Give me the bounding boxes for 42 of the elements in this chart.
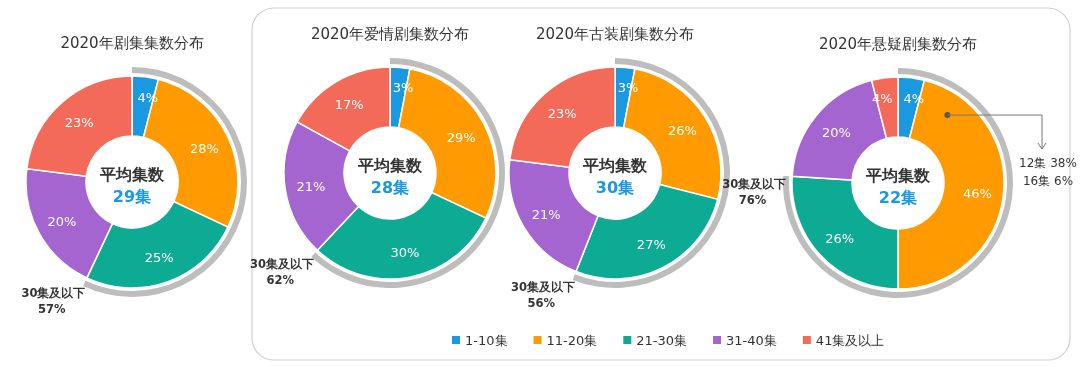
text: 76% xyxy=(738,192,767,207)
text: 22集 xyxy=(878,188,918,207)
text: 57% xyxy=(37,302,66,317)
data-label: 25% xyxy=(144,250,174,266)
data-label: 23% xyxy=(547,105,577,121)
legend-label: 1-10集 xyxy=(465,333,508,348)
text: 30集及以下 xyxy=(21,286,86,301)
data-label: 20% xyxy=(821,125,851,141)
data-label: 29% xyxy=(446,129,476,145)
text: 29集 xyxy=(112,187,152,206)
chart-title: 2020年爱情剧集数分布 xyxy=(310,25,470,43)
data-label: 28% xyxy=(189,140,219,156)
legend-label: 31-40集 xyxy=(726,333,777,348)
data-label: 17% xyxy=(334,97,364,113)
data-label: 26% xyxy=(825,230,855,246)
legend-label: 11-20集 xyxy=(546,333,598,348)
data-label: 23% xyxy=(64,114,94,130)
data-label: 30% xyxy=(390,244,420,260)
text: 12集 38% xyxy=(1019,156,1077,171)
text: 平均集数 xyxy=(357,156,423,175)
text: 30集 xyxy=(595,178,635,197)
text: 30集及以下 xyxy=(249,257,314,272)
text: 平均集数 xyxy=(99,165,165,184)
data-label: 46% xyxy=(962,186,992,202)
data-label: 21% xyxy=(531,206,561,222)
legend-label: 41集及以上 xyxy=(815,333,885,348)
data-label: 21% xyxy=(296,178,326,194)
text: 62% xyxy=(266,273,295,288)
data-label: 27% xyxy=(636,237,666,253)
text: 16集 6% xyxy=(1022,174,1074,189)
text: 56% xyxy=(527,295,556,310)
text: 平均集数 xyxy=(582,156,648,175)
text: 30集及以下 xyxy=(511,279,576,294)
chart-title: 2020年悬疑剧集数分布 xyxy=(818,35,978,53)
chart-title: 2020年剧集集数分布 xyxy=(60,34,204,52)
text: 28集 xyxy=(370,178,410,197)
chart-title: 2020年古装剧集数分布 xyxy=(535,25,695,43)
text: 30集及以下 xyxy=(722,176,787,191)
text: 平均集数 xyxy=(865,166,931,185)
data-label: 20% xyxy=(47,213,77,229)
legend-label: 21-30集 xyxy=(636,333,688,348)
data-label: 26% xyxy=(668,123,697,139)
